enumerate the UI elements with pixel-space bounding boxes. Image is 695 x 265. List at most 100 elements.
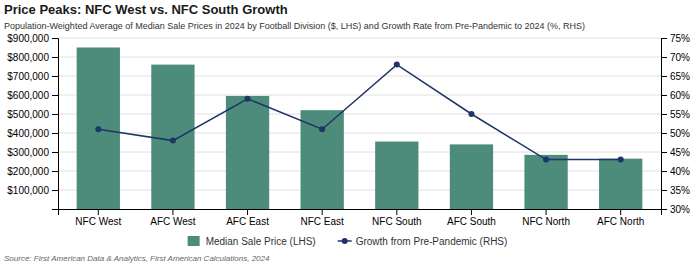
tick: NFC West: [75, 209, 121, 227]
axis-line: [52, 39, 59, 210]
tick-mark: [52, 190, 58, 191]
legend-swatch: [188, 236, 200, 246]
tick-label: AFC North: [597, 216, 644, 227]
tick-label: $300,000: [7, 147, 49, 158]
line-series: [95, 62, 623, 163]
grid-line: [58, 133, 661, 134]
tick: 50%: [661, 128, 690, 139]
tick-label: NFC North: [522, 216, 570, 227]
bar: [450, 144, 493, 209]
marks: [77, 48, 643, 210]
legend-item: Median Sale Price (LHS): [188, 236, 316, 247]
tick-mark: [546, 209, 547, 215]
marker: [618, 157, 624, 163]
tick-mark: [661, 95, 667, 96]
source: Source: First American Data & Analytics,…: [4, 254, 270, 263]
bar: [151, 65, 194, 209]
tick-mark: [661, 76, 667, 77]
legend-label: Median Sale Price (LHS): [206, 236, 316, 247]
grid-line: [58, 114, 661, 115]
tick: $200,000: [7, 166, 58, 177]
tick-label: $900,000: [7, 33, 49, 44]
tick: AFC East: [226, 209, 269, 227]
tick-mark: [661, 57, 667, 58]
chart: Price Peaks: NFC West vs. NFC South Grow…: [0, 0, 695, 265]
tick: 30%: [661, 204, 690, 215]
tick-label: NFC West: [75, 216, 121, 227]
tick-label: $200,000: [7, 166, 49, 177]
tick: NFC East: [301, 209, 345, 227]
tick: 45%: [661, 147, 690, 158]
tick: AFC West: [150, 209, 196, 227]
marker: [95, 126, 101, 132]
tick-label: NFC East: [301, 216, 345, 227]
tick: $800,000: [7, 52, 58, 63]
tick-mark: [52, 152, 58, 153]
tick-mark: [172, 209, 173, 215]
tick-label: 65%: [670, 71, 690, 82]
legend-marker: [342, 238, 348, 244]
grid-line: [58, 76, 661, 77]
tick-mark: [52, 38, 58, 39]
tick-label: $400,000: [7, 128, 49, 139]
marker: [319, 126, 325, 132]
tick-mark: [661, 190, 667, 191]
bar: [77, 48, 120, 210]
tick-label: $600,000: [7, 90, 49, 101]
tick: 75%: [661, 33, 690, 44]
tick-label: AFC East: [226, 216, 269, 227]
bar: [599, 159, 642, 209]
tick-label: NFC South: [372, 216, 421, 227]
legend-label: Growth from Pre-Pandemic (RHS): [356, 236, 508, 247]
legend: Median Sale Price (LHS) Growth from Pre-P…: [188, 236, 508, 247]
marker: [245, 96, 251, 102]
tick-label: 35%: [670, 185, 690, 196]
tick-label: $700,000: [7, 71, 49, 82]
tick-label: 45%: [670, 147, 690, 158]
tick-label: 30%: [670, 204, 690, 215]
grid-line: [58, 38, 661, 39]
tick-mark: [52, 114, 58, 115]
tick-mark: [661, 171, 667, 172]
line: [98, 65, 620, 160]
title: Price Peaks: NFC West vs. NFC South Grow…: [4, 2, 288, 17]
tick: 55%: [661, 109, 690, 120]
tick-label: $800,000: [7, 52, 49, 63]
tick: $300,000: [7, 147, 58, 158]
tick-label: AFC West: [150, 216, 196, 227]
tick-mark: [98, 209, 99, 215]
tick-label: $100,000: [7, 185, 49, 196]
tick: $900,000: [7, 33, 58, 44]
tick: AFC South: [447, 209, 496, 227]
plot-area: $100,000 $200,000 $300,000 $400,000 $500,000…: [7, 33, 690, 227]
subtitle: Population-Weighted Average of Median Sa…: [4, 21, 585, 31]
tick-mark: [471, 209, 472, 215]
tick-mark: [52, 57, 58, 58]
marker: [468, 111, 474, 117]
tick: NFC South: [372, 209, 421, 227]
tick-mark: [661, 114, 667, 115]
bar: [301, 110, 344, 209]
tick-label: 70%: [670, 52, 690, 63]
grid-line: [58, 190, 661, 191]
tick-label: 60%: [670, 90, 690, 101]
marker: [394, 62, 400, 68]
tick-mark: [247, 209, 248, 215]
tick: NFC North: [522, 209, 570, 227]
grid-line: [58, 152, 661, 153]
tick-label: 50%: [670, 128, 690, 139]
grid-line: [58, 95, 661, 96]
grid-line: [58, 57, 661, 58]
grid-line: [58, 171, 661, 172]
tick: 35%: [661, 185, 690, 196]
tick: $700,000: [7, 71, 58, 82]
tick-label: $500,000: [7, 109, 49, 120]
y-axis: $100,000 $200,000 $300,000 $400,000 $500,000…: [7, 33, 58, 210]
tick-mark: [396, 209, 397, 215]
tick-label: 55%: [670, 109, 690, 120]
y2-axis: 30% 35% 40% 45% 50% 55% 60% 65% 70% 75%: [661, 33, 690, 215]
tick-label: 40%: [670, 166, 690, 177]
marker: [543, 157, 549, 163]
marker: [170, 138, 176, 144]
bar: [226, 96, 269, 209]
